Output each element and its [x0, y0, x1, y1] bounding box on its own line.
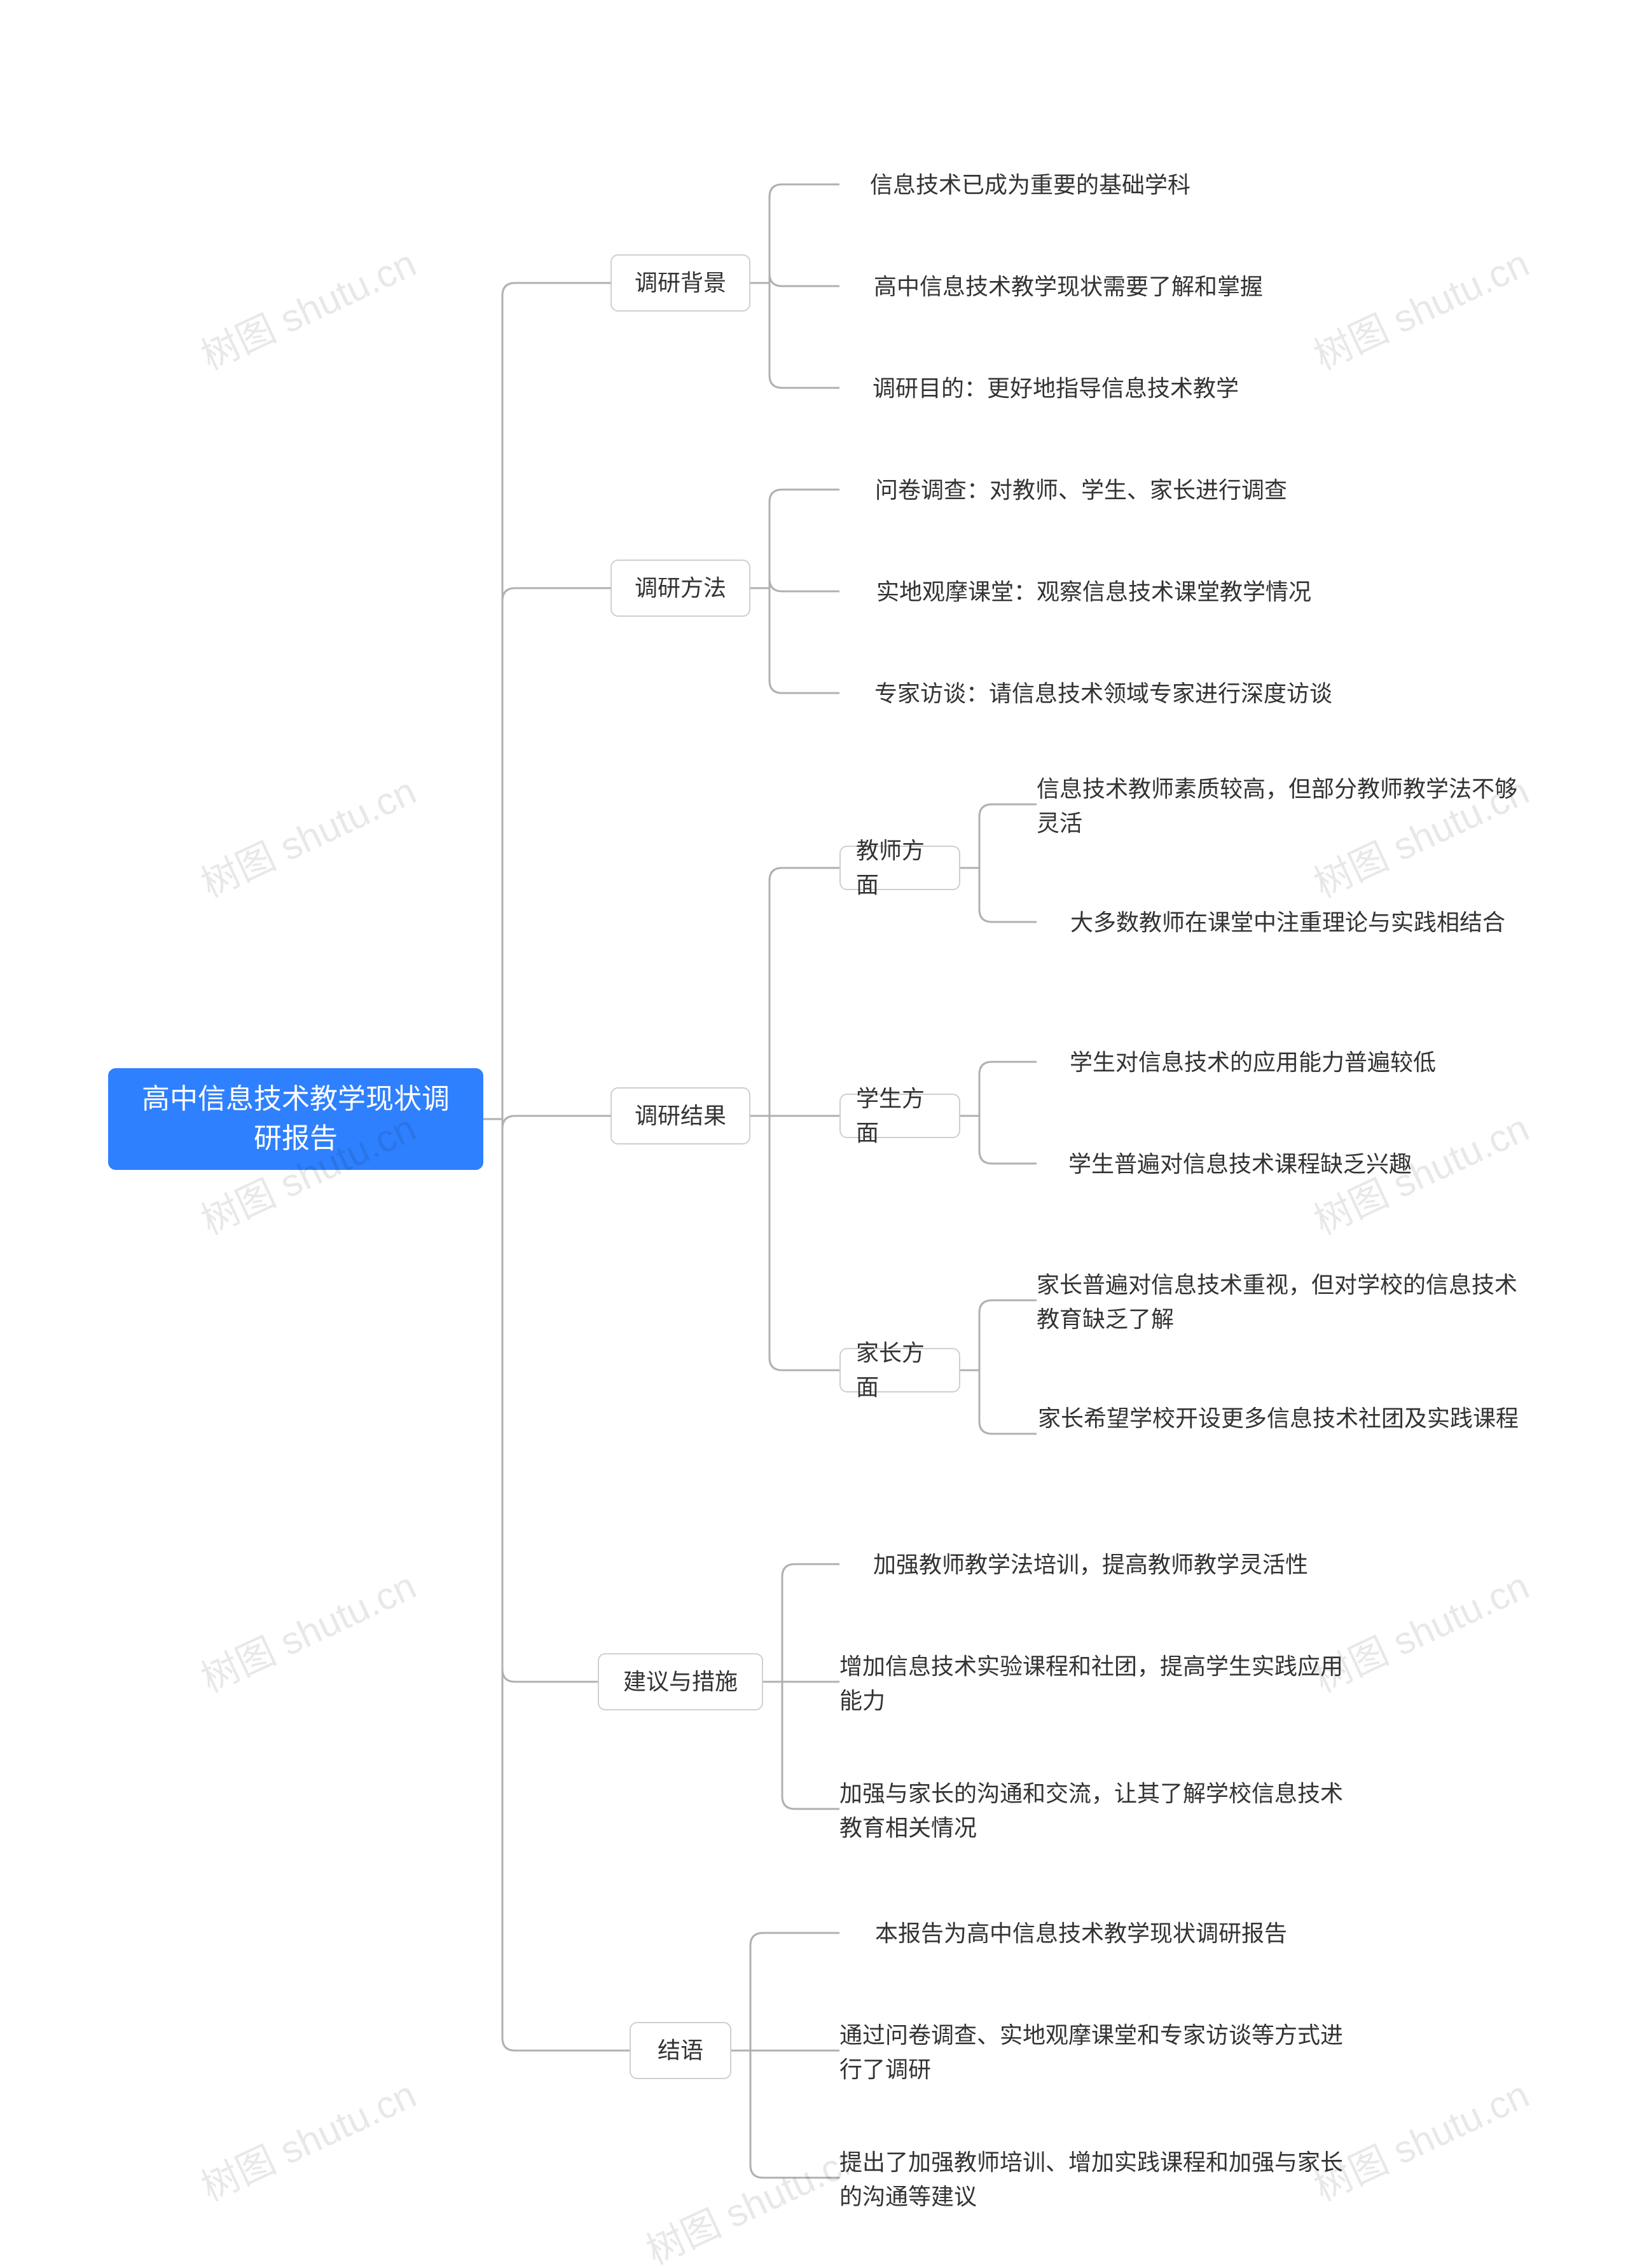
watermark: 树图 shutu.cn	[1304, 233, 1536, 380]
branch-b1: 调研背景	[610, 254, 750, 312]
leaf-b5-2: 提出了加强教师培训、增加实践课程和加强与家长的沟通等建议	[839, 2143, 1348, 2216]
leaf-b5-1: 通过问卷调查、实地观摩课堂和专家访谈等方式进行了调研	[839, 2016, 1348, 2089]
watermark: 树图 shutu.cn	[636, 2127, 869, 2268]
mindmap-root: 高中信息技术教学现状调研报告	[108, 1068, 483, 1170]
watermark: 树图 shutu.cn	[191, 2064, 424, 2211]
leaf-b3c-0: 家长普遍对信息技术重视，但对学校的信息技术教育缺乏了解	[1037, 1265, 1520, 1339]
branch-b5: 结语	[630, 2022, 731, 2079]
branch-b3: 调研结果	[610, 1087, 750, 1144]
leaf-b5-0: 本报告为高中信息技术教学现状调研报告	[839, 1914, 1323, 1953]
branch-b4: 建议与措施	[598, 1653, 763, 1710]
leaf-b4-1: 增加信息技术实验课程和社团，提高学生实践应用能力	[839, 1647, 1348, 1721]
leaf-b4-0: 加强教师教学法培训，提高教师教学灵活性	[839, 1545, 1342, 1584]
leaf-b1-0: 信息技术已成为重要的基础学科	[839, 165, 1221, 205]
watermark: 树图 shutu.cn	[191, 233, 424, 380]
leaf-b2-1: 实地观摩课堂：观察信息技术课堂教学情况	[839, 572, 1348, 612]
subbranch-b3b: 学生方面	[839, 1094, 960, 1138]
leaf-b1-2: 调研目的：更好地指导信息技术教学	[839, 369, 1272, 408]
leaf-b3a-0: 信息技术教师素质较高，但部分教师教学法不够灵活	[1037, 769, 1520, 843]
subbranch-b3c: 家长方面	[839, 1348, 960, 1392]
branch-b2: 调研方法	[610, 560, 750, 617]
leaf-b3a-1: 大多数教师在课堂中注重理论与实践相结合	[1037, 903, 1539, 942]
leaf-b3b-0: 学生对信息技术的应用能力普遍较低	[1037, 1043, 1469, 1082]
leaf-b3c-1: 家长希望学校开设更多信息技术社团及实践课程	[1037, 1399, 1520, 1438]
leaf-b2-2: 专家访谈：请信息技术领域专家进行深度访谈	[839, 674, 1367, 713]
watermark: 树图 shutu.cn	[191, 1555, 424, 1703]
leaf-b4-2: 加强与家长的沟通和交流，让其了解学校信息技术教育相关情况	[839, 1774, 1348, 1848]
watermark: 树图 shutu.cn	[191, 760, 424, 908]
leaf-b3b-1: 学生普遍对信息技术课程缺乏兴趣	[1037, 1144, 1444, 1184]
leaf-b2-0: 问卷调查：对教师、学生、家长进行调查	[839, 471, 1323, 510]
subbranch-b3a: 教师方面	[839, 846, 960, 890]
leaf-b1-1: 高中信息技术教学现状需要了解和掌握	[839, 267, 1297, 306]
